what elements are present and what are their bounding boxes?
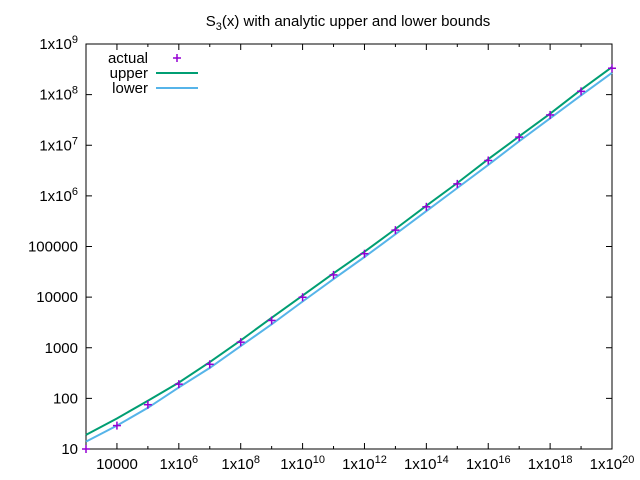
actual-point — [329, 270, 338, 279]
chart-title: S3(x) with analytic upper and lower boun… — [206, 13, 491, 33]
actual-point — [577, 87, 586, 96]
actual-point — [360, 249, 369, 258]
actual-point — [143, 400, 152, 409]
y-tick-label: 100 — [53, 390, 78, 407]
y-tick-label: 100000 — [28, 239, 78, 256]
x-tick-label: 1x1018 — [528, 454, 573, 473]
actual-point — [267, 316, 276, 325]
x-tick-label: 1x108 — [221, 454, 260, 473]
actual-point — [515, 133, 524, 142]
y-axis: 10 100 1000 10000 100000 1x106 1x107 1x108 1x109 — [28, 34, 612, 458]
x-tick-label: 1x106 — [159, 454, 198, 473]
legend-label-lower: lower — [112, 80, 148, 97]
x-tick-label: 1x1010 — [280, 454, 325, 473]
x-tick-label: 1x1016 — [466, 454, 511, 473]
upper-line — [85, 66, 613, 436]
x-axis: 10000 1x106 1x108 1x1010 1x1012 1x1014 1x1016 1… — [85, 44, 635, 473]
series-points — [82, 64, 616, 453]
actual-point — [422, 202, 431, 211]
actual-point — [298, 293, 307, 302]
x-tick-label: 10000 — [96, 456, 138, 473]
x-tick-label: 1x1014 — [404, 454, 449, 473]
actual-point — [236, 338, 245, 347]
legend-label-upper: upper — [110, 65, 148, 82]
series-lines — [85, 66, 613, 443]
actual-point — [484, 156, 493, 165]
plot-frame — [85, 43, 613, 450]
actual-point — [391, 226, 400, 235]
y-tick-label: 10 — [61, 441, 78, 458]
y-tick-label: 1000 — [45, 340, 78, 357]
actual-point — [608, 64, 616, 73]
y-tick-label: 1x108 — [39, 85, 78, 104]
y-tick-label: 1x107 — [39, 135, 78, 154]
actual-point — [82, 445, 90, 453]
y-tick-label: 1x109 — [39, 34, 78, 53]
lower-line — [85, 71, 613, 443]
actual-point — [453, 179, 462, 188]
legend-label-actual: actual — [108, 50, 148, 67]
y-tick-label: 10000 — [36, 289, 78, 306]
plot-border — [85, 43, 613, 450]
actual-point — [205, 360, 214, 369]
x-tick-label: 1x1020 — [590, 454, 635, 473]
actual-point — [546, 110, 555, 119]
actual-point — [112, 421, 121, 430]
y-tick-label: 1x106 — [39, 186, 78, 205]
actual-point — [174, 380, 183, 389]
x-tick-label: 1x1012 — [342, 454, 387, 473]
